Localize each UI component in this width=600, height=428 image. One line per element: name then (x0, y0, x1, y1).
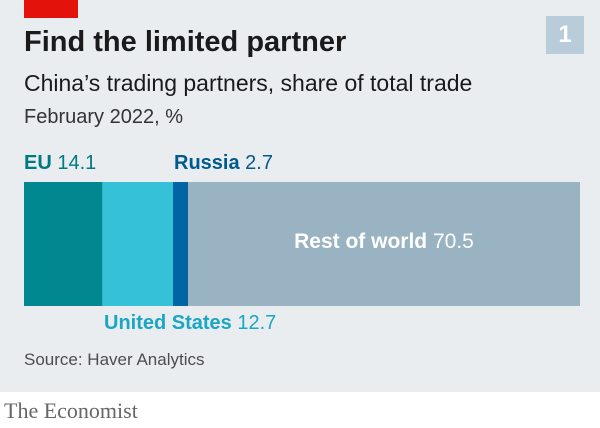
chart-panel: 1 Find the limited partner China’s tradi… (0, 0, 600, 392)
label-eu-value: 14.1 (57, 152, 97, 174)
label-eu-name: EU (24, 152, 52, 174)
chart-period: February 2022, % (24, 106, 183, 128)
label-us-value: 12.7 (237, 312, 277, 334)
label-rest-of-world: Rest of world 70.5 (188, 230, 580, 254)
bar-segment-rest-of-world (188, 182, 580, 306)
publisher-wordmark: The Economist (4, 398, 138, 423)
label-eu: EU 14.1 (24, 152, 96, 175)
brand-red-tag (24, 0, 78, 18)
label-russia-name: Russia (174, 152, 240, 174)
label-united-states: United States 12.7 (104, 312, 276, 335)
source-note: Source: Haver Analytics (24, 350, 205, 369)
label-us-name: United States (104, 312, 232, 334)
chart-title: Find the limited partner (24, 26, 347, 58)
bar-segment-united-states (102, 182, 174, 306)
chart-number-badge: 1 (546, 16, 584, 54)
label-rest-name: Rest of world (294, 230, 428, 253)
label-russia: Russia 2.7 (174, 152, 273, 175)
label-russia-value: 2.7 (245, 152, 273, 174)
chart-subtitle: China’s trading partners, share of total… (24, 70, 473, 96)
label-rest-value: 70.5 (432, 230, 474, 253)
bar-segment-russia (173, 182, 189, 306)
bar-segment-eu (24, 182, 103, 306)
stacked-bar-chart (24, 182, 580, 306)
